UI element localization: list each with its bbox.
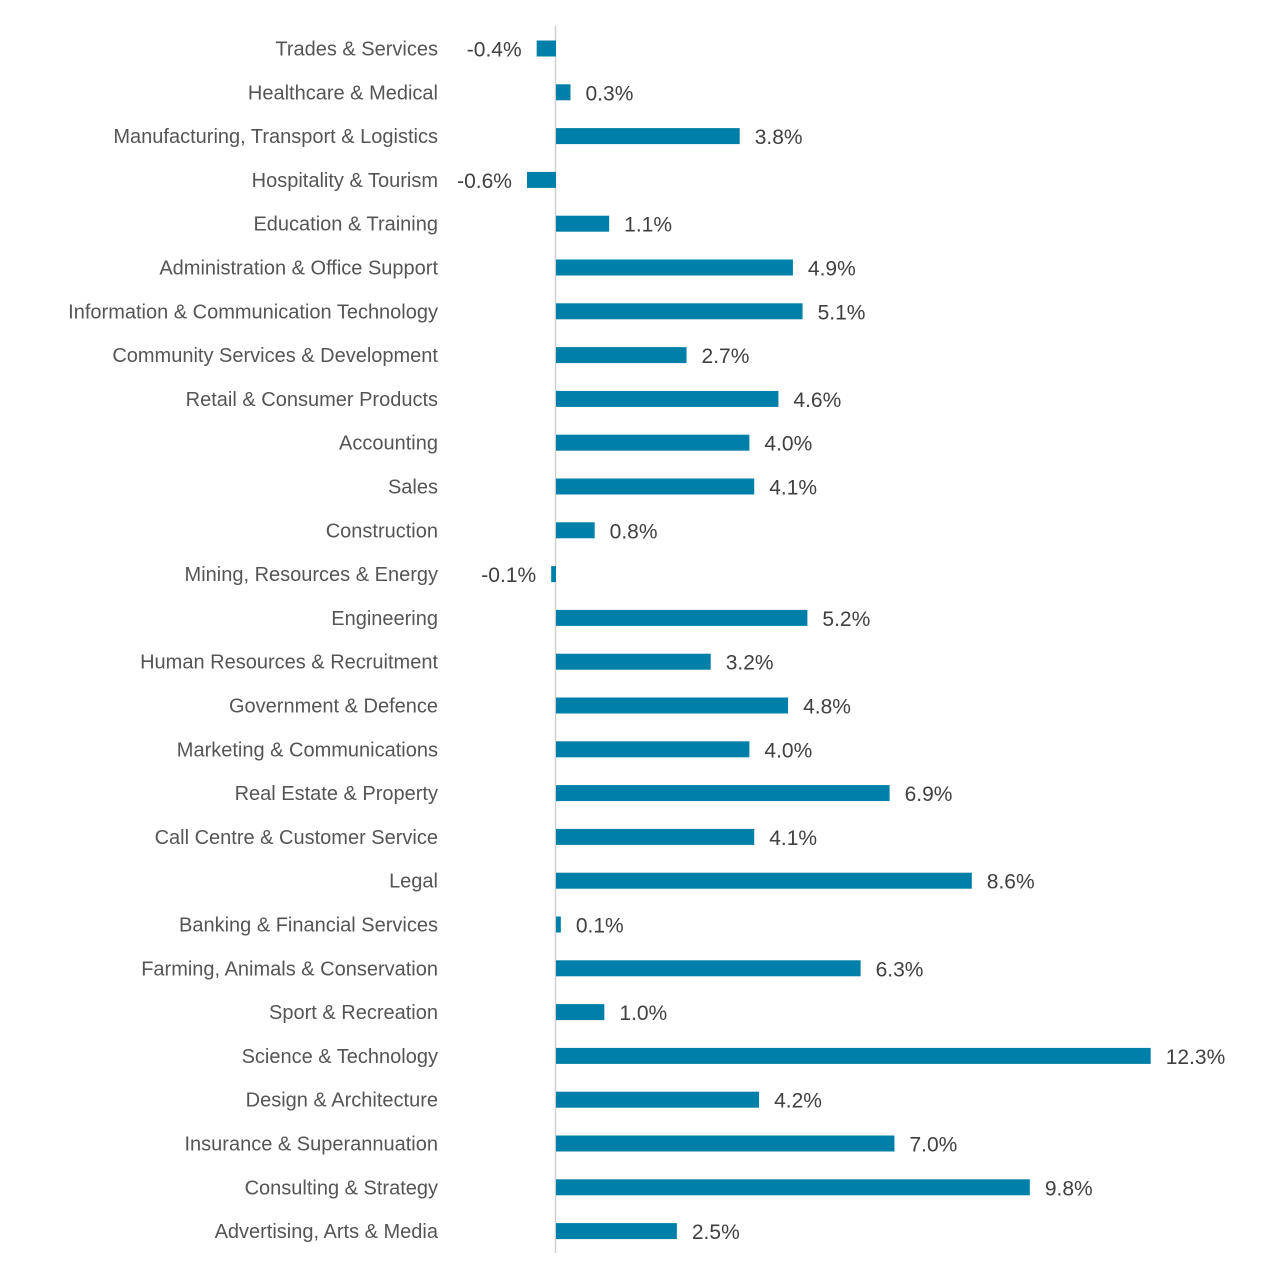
data-label: 6.9%: [905, 783, 953, 806]
bar: [556, 522, 595, 539]
data-label: 4.6%: [793, 389, 841, 412]
bar: [556, 390, 779, 407]
bar: [556, 916, 561, 933]
data-label: 4.1%: [769, 827, 817, 850]
bar: [536, 40, 556, 57]
category-label: Insurance & Superannuation: [184, 1134, 438, 1156]
data-label: 12.3%: [1166, 1046, 1226, 1069]
data-label: 5.1%: [818, 301, 866, 324]
category-labels: Trades & Services Healthcare & Medical Man…: [68, 39, 439, 1244]
bar: [556, 347, 687, 364]
category-label: Government & Defence: [229, 696, 438, 718]
category-label: Retail & Consumer Products: [186, 389, 438, 411]
data-label: 4.0%: [764, 433, 812, 456]
bar: [556, 1179, 1030, 1196]
category-label: Marketing & Communications: [177, 739, 438, 761]
category-label: Trades & Services: [275, 39, 438, 61]
category-label: Farming, Animals & Conservation: [141, 958, 438, 980]
category-label: Education & Training: [253, 214, 438, 236]
data-label: 9.8%: [1045, 1177, 1093, 1200]
bar: [556, 785, 890, 802]
data-label: 0.3%: [586, 82, 634, 105]
category-label: Community Services & Development: [112, 345, 438, 367]
data-label: 4.9%: [808, 258, 856, 281]
bar: [556, 1091, 760, 1108]
data-label: 0.8%: [610, 520, 658, 543]
category-label: Sport & Recreation: [269, 1002, 438, 1024]
bar: [556, 1047, 1151, 1064]
bar: [556, 215, 610, 232]
data-label: 7.0%: [909, 1134, 957, 1157]
category-label: Engineering: [331, 608, 438, 630]
bar: [556, 872, 972, 889]
category-label: Advertising, Arts & Media: [215, 1221, 439, 1243]
category-label: Design & Architecture: [246, 1090, 438, 1112]
bar: [556, 741, 750, 758]
data-label: -0.1%: [481, 564, 536, 587]
bar: [526, 171, 556, 188]
bar: [556, 609, 808, 626]
data-label: 4.1%: [769, 477, 817, 500]
data-label: 1.1%: [624, 214, 672, 237]
data-label: 2.7%: [702, 345, 750, 368]
category-label: Call Centre & Customer Service: [155, 827, 438, 849]
bar: [556, 1004, 605, 1021]
data-label: 4.2%: [774, 1090, 822, 1113]
category-label: Administration & Office Support: [159, 258, 438, 280]
category-label: Healthcare & Medical: [248, 82, 438, 104]
category-label: Accounting: [339, 433, 438, 455]
data-label: 2.5%: [692, 1221, 740, 1244]
category-label: Banking & Financial Services: [179, 915, 438, 937]
value-labels: -0.4% 0.3% 3.8% -0.6% 1.1% 4.9% 5.1% 2.7% 4.6% 4.…: [457, 39, 1225, 1245]
data-label: 4.8%: [803, 696, 851, 719]
data-label: 3.8%: [755, 126, 803, 149]
data-label: 1.0%: [619, 1002, 667, 1025]
data-label: 3.2%: [726, 652, 774, 675]
category-label: Consulting & Strategy: [245, 1177, 438, 1199]
category-label: Construction: [326, 520, 438, 542]
data-label: 6.3%: [876, 958, 924, 981]
data-label: 5.2%: [822, 608, 870, 631]
bar: [556, 259, 793, 276]
bar: [556, 84, 571, 101]
data-label: -0.4%: [467, 39, 522, 62]
bar: [556, 1223, 677, 1240]
bar: [556, 828, 755, 845]
category-label: Mining, Resources & Energy: [185, 564, 438, 586]
bar: [556, 478, 755, 495]
bar: [556, 960, 861, 977]
bar: [556, 697, 789, 714]
bar: [556, 653, 711, 670]
data-label: -0.6%: [457, 170, 512, 193]
data-label: 0.1%: [576, 915, 624, 938]
category-label: Human Resources & Recruitment: [140, 652, 438, 674]
data-label: 4.0%: [764, 739, 812, 762]
category-label: Legal: [389, 871, 438, 893]
bar: [556, 434, 750, 451]
bar: [556, 128, 740, 145]
bars: [526, 40, 1151, 1240]
data-label: 8.6%: [987, 871, 1035, 894]
category-label: Manufacturing, Transport & Logistics: [113, 126, 438, 148]
bar: [551, 566, 556, 583]
category-label: Real Estate & Property: [235, 783, 438, 805]
category-label: Hospitality & Tourism: [252, 170, 438, 192]
category-label: Science & Technology: [242, 1046, 438, 1068]
bar: [556, 303, 803, 320]
category-label: Information & Communication Technology: [68, 301, 438, 323]
category-label: Sales: [388, 477, 438, 499]
bar: [556, 1135, 895, 1152]
